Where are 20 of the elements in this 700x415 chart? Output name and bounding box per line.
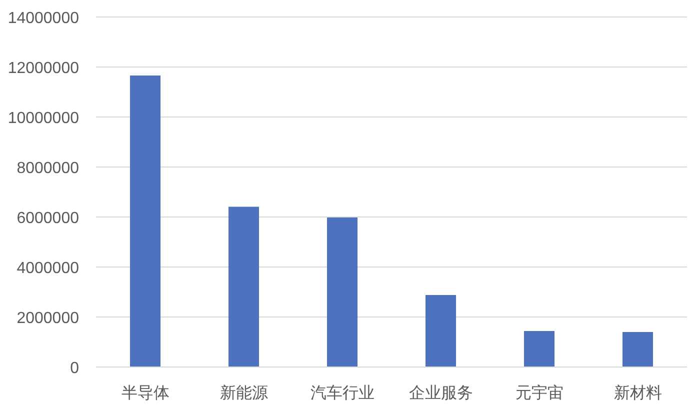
y-tick-label: 6000000 xyxy=(16,210,80,227)
y-tick-label: 4000000 xyxy=(16,260,80,277)
bar xyxy=(326,218,358,367)
bar xyxy=(425,295,456,367)
y-tick-label: 10000000 xyxy=(8,110,80,127)
bar xyxy=(622,332,654,367)
x-tick-label: 新能源 xyxy=(220,384,268,402)
y-tick-label: 8000000 xyxy=(16,160,80,177)
y-tick-label: 14000000 xyxy=(8,10,80,27)
y-tick-label: 2000000 xyxy=(16,310,80,327)
bar xyxy=(130,76,161,367)
bar xyxy=(524,331,555,367)
y-tick-label: 0 xyxy=(70,360,80,377)
x-tick-label: 半导体 xyxy=(121,384,170,402)
x-tick-label: 元宇宙 xyxy=(515,384,564,402)
x-tick-label: 汽车行业 xyxy=(310,384,374,402)
x-tick-label: 新材料 xyxy=(614,384,662,402)
y-tick-label: 12000000 xyxy=(8,60,80,77)
bar xyxy=(228,206,260,367)
x-tick-label: 企业服务 xyxy=(408,384,473,402)
